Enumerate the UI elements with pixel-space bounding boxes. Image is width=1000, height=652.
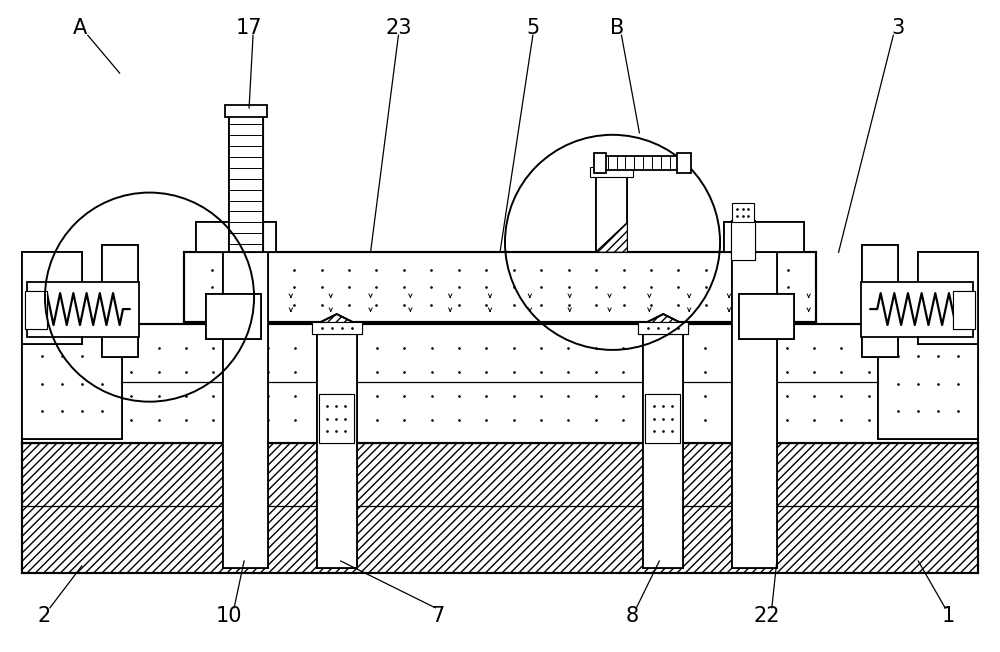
Text: 2: 2 xyxy=(37,606,51,626)
Bar xyxy=(638,322,688,334)
Bar xyxy=(223,230,268,568)
Polygon shape xyxy=(317,314,357,324)
Bar xyxy=(739,294,794,339)
Text: 7: 7 xyxy=(432,606,445,626)
Polygon shape xyxy=(596,222,627,252)
Bar xyxy=(590,167,633,177)
Bar xyxy=(596,173,627,252)
Bar xyxy=(229,113,263,252)
Bar xyxy=(223,230,268,568)
Bar xyxy=(862,245,898,357)
Bar xyxy=(22,252,82,344)
Bar xyxy=(861,282,973,337)
Bar xyxy=(918,252,978,344)
Bar xyxy=(596,173,627,252)
Bar xyxy=(677,153,691,173)
Text: 22: 22 xyxy=(754,606,780,626)
Text: 23: 23 xyxy=(385,18,412,38)
Bar xyxy=(206,294,261,339)
Bar xyxy=(317,329,357,568)
Bar xyxy=(317,329,357,568)
Bar xyxy=(196,222,276,252)
Text: B: B xyxy=(610,18,625,38)
Bar xyxy=(22,252,82,344)
Bar xyxy=(638,322,688,334)
Bar xyxy=(953,291,975,329)
Text: A: A xyxy=(73,18,87,38)
Bar xyxy=(22,324,978,443)
Bar xyxy=(602,156,679,170)
Bar xyxy=(724,222,804,252)
Bar xyxy=(196,222,276,252)
Bar xyxy=(22,329,122,439)
Bar xyxy=(918,252,978,344)
Bar xyxy=(312,322,362,334)
Bar xyxy=(732,230,777,568)
Polygon shape xyxy=(643,314,683,324)
Bar xyxy=(22,443,978,573)
Bar xyxy=(229,113,263,252)
Text: 10: 10 xyxy=(216,606,242,626)
Bar xyxy=(25,291,47,329)
Bar xyxy=(225,105,267,117)
Bar xyxy=(645,394,680,443)
Bar xyxy=(731,220,755,260)
Text: 17: 17 xyxy=(236,18,262,38)
Bar xyxy=(102,245,138,357)
Bar xyxy=(27,282,139,337)
Bar xyxy=(724,222,804,252)
Bar xyxy=(731,220,755,260)
Bar xyxy=(594,153,606,173)
Text: 3: 3 xyxy=(892,18,905,38)
Text: 8: 8 xyxy=(626,606,639,626)
Bar xyxy=(184,252,816,322)
Bar xyxy=(229,113,263,252)
Bar xyxy=(643,329,683,568)
Bar xyxy=(732,203,754,222)
Bar xyxy=(643,329,683,568)
Bar xyxy=(312,322,362,334)
Bar xyxy=(25,291,47,329)
Bar xyxy=(862,245,898,357)
Bar xyxy=(878,329,978,439)
Bar xyxy=(206,294,261,339)
Bar xyxy=(732,230,777,568)
Bar xyxy=(878,329,978,439)
Text: 1: 1 xyxy=(941,606,955,626)
Bar xyxy=(319,394,354,443)
Bar xyxy=(22,329,122,439)
Text: 5: 5 xyxy=(526,18,539,38)
Bar xyxy=(739,294,794,339)
Bar xyxy=(102,245,138,357)
Bar xyxy=(645,394,680,443)
Bar xyxy=(319,394,354,443)
Bar xyxy=(953,291,975,329)
